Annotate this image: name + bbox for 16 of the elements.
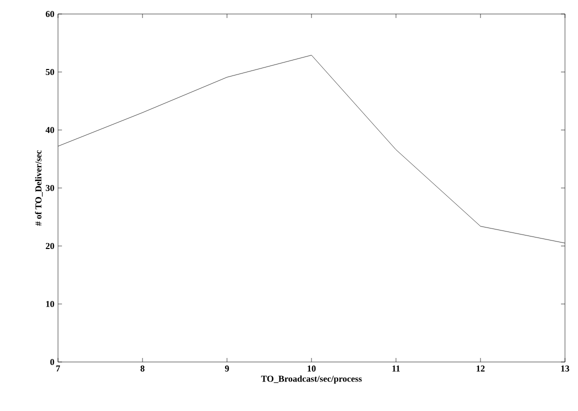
x-tick-label: 7	[56, 366, 60, 372]
x-tick-label: 10	[308, 366, 316, 372]
x-tick-label: 13	[561, 366, 570, 372]
y-tick-label: 40	[46, 126, 54, 134]
x-tick-label: 8	[140, 366, 144, 372]
x-tick-label: 11	[392, 366, 400, 372]
y-axis-title: # of TO_Deliver/sec	[35, 150, 43, 226]
x-tick-label: 9	[225, 366, 229, 372]
x-axis-title: TO_Broadcast/sec/process	[261, 375, 362, 384]
y-tick-label: 20	[46, 242, 54, 250]
y-tick-label: 0	[50, 358, 54, 366]
x-tick-label: 12	[476, 366, 485, 372]
y-tick-label: 10	[46, 300, 54, 308]
y-tick-label: 60	[46, 10, 54, 18]
y-tick-label: 30	[46, 184, 54, 192]
y-tick-label: 50	[46, 68, 54, 76]
